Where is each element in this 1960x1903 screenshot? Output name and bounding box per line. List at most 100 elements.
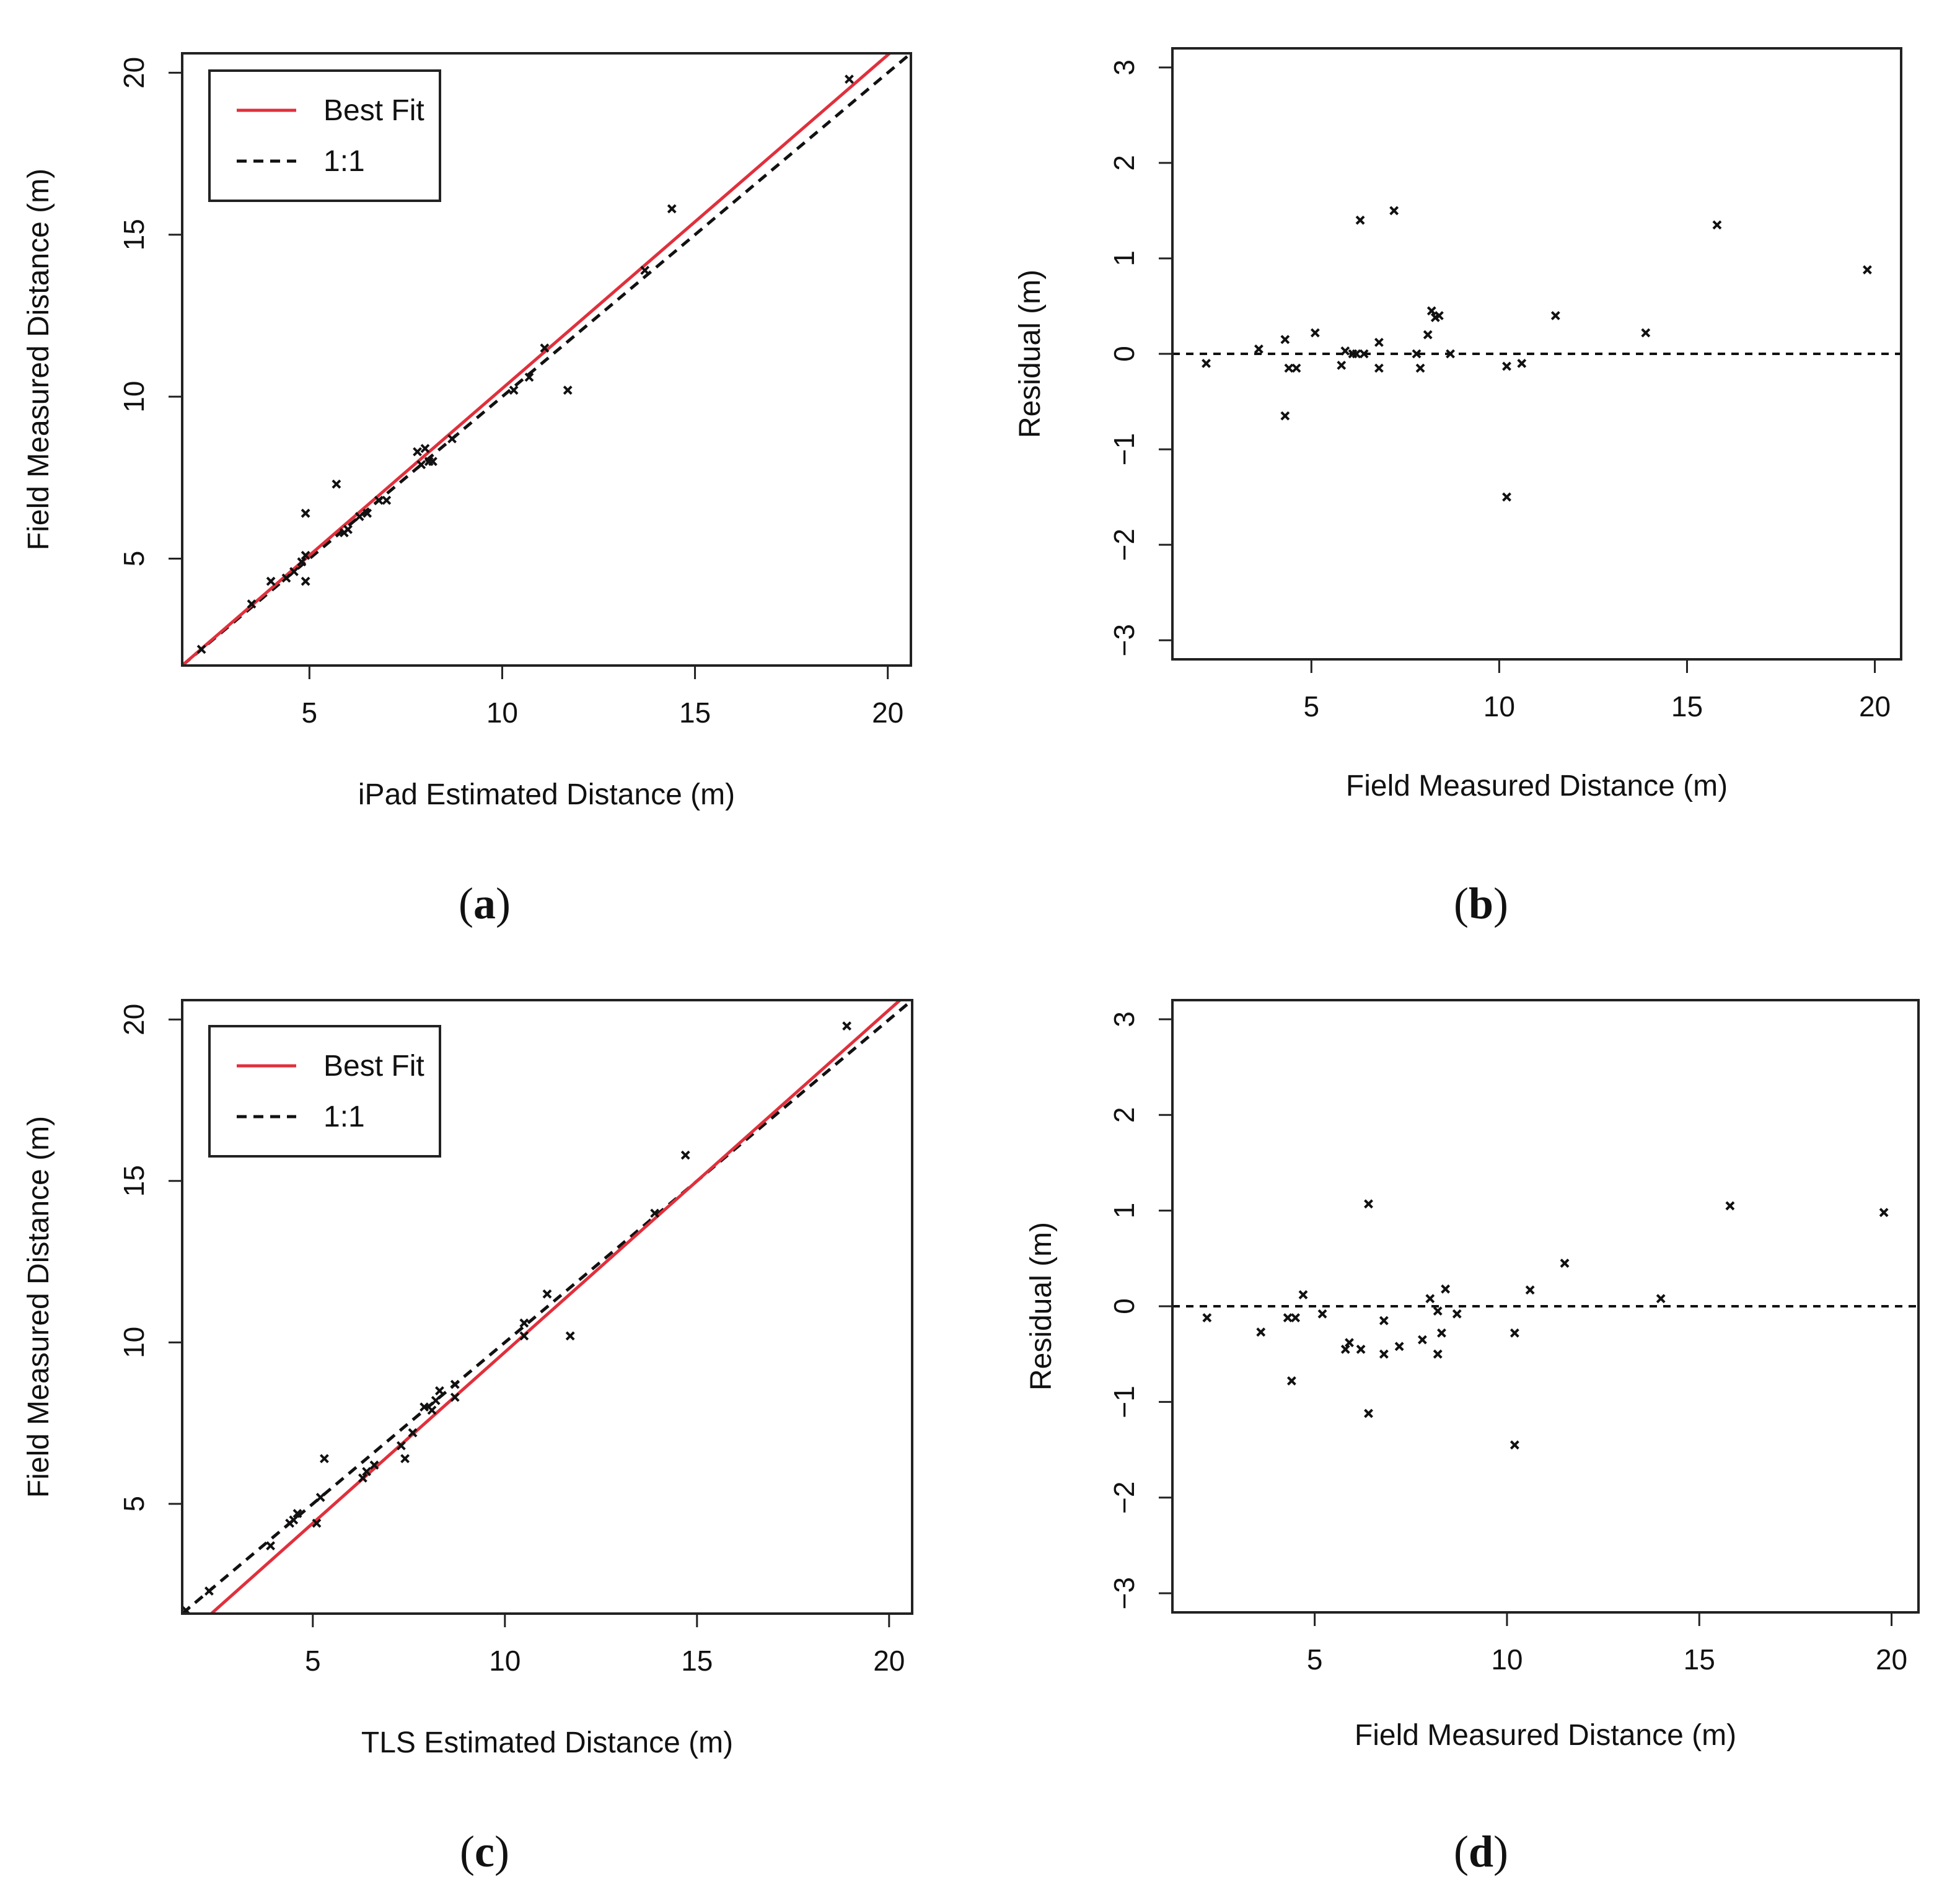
data-point-stroke: [1389, 206, 1399, 216]
data-point: [1291, 363, 1301, 373]
data-point-stroke: [1379, 1316, 1389, 1325]
data-point-stroke: [1641, 328, 1651, 338]
panel-label-open: (: [460, 1827, 475, 1876]
data-point-stroke: [1417, 1335, 1427, 1345]
data-point-stroke: [1434, 310, 1444, 320]
data-point: [434, 1386, 444, 1395]
data-point-stroke: [450, 1379, 460, 1389]
y-tick-label: 10: [118, 1327, 150, 1358]
data-point-stroke: [1310, 328, 1320, 338]
data-point: [1280, 411, 1290, 421]
data-point-stroke: [1425, 1294, 1435, 1304]
data-point-stroke: [1355, 215, 1365, 225]
data-point-stroke: [1725, 1201, 1735, 1211]
data-point: [382, 495, 392, 505]
data-point: [1434, 310, 1444, 320]
data-point: [1374, 338, 1384, 347]
data-point-stroke: [1433, 1349, 1443, 1359]
data-point-stroke: [266, 576, 276, 586]
best-fit-line: [209, 1000, 903, 1614]
data-point-stroke: [1284, 363, 1294, 373]
data-point-stroke: [1202, 358, 1211, 368]
y-tick-label: 2: [1108, 155, 1140, 171]
data-point: [1525, 1285, 1535, 1295]
data-point: [1337, 361, 1347, 370]
data-point: [301, 508, 310, 518]
data-point-stroke: [301, 550, 310, 560]
data-point-stroke: [447, 434, 457, 444]
plot-frame: [181, 52, 912, 667]
data-point: [1426, 306, 1436, 316]
y-tick-label: 0: [1108, 1298, 1140, 1314]
data-point-stroke: [312, 1518, 322, 1528]
data-point-stroke: [842, 1021, 852, 1031]
x-axis-title: TLS Estimated Distance (m): [361, 1726, 733, 1759]
panel-label-close: ): [1493, 1827, 1508, 1876]
x-tick-label: 10: [489, 1645, 521, 1677]
data-point-stroke: [1280, 335, 1290, 345]
data-point: [1641, 328, 1651, 338]
legend: Best Fit 1:1: [208, 1025, 441, 1158]
x-tick-label: 5: [302, 697, 318, 729]
x-tick-label: 5: [305, 1645, 321, 1677]
data-point: [1355, 215, 1365, 225]
legend-label: Best Fit: [323, 1050, 424, 1083]
points: [181, 1021, 852, 1615]
data-point: [1394, 1342, 1404, 1351]
panel-d: 5 10 15 20 −3 −2 −1 0 1 2 3 Field Measured Distance…: [1025, 999, 1920, 1876]
data-point: [1452, 1309, 1462, 1319]
data-point: [845, 74, 854, 84]
data-point: [315, 1493, 325, 1502]
data-point-stroke: [1446, 349, 1455, 359]
data-point-stroke: [289, 566, 299, 576]
data-point: [427, 1405, 437, 1415]
data-point: [247, 599, 257, 609]
data-point: [540, 343, 550, 353]
data-point: [289, 566, 299, 576]
data-point: [1656, 1294, 1666, 1304]
data-point-stroke: [1345, 1338, 1354, 1348]
data-point-stroke: [420, 1402, 429, 1412]
data-point: [428, 457, 437, 467]
one-to-one-line: [182, 1000, 912, 1614]
data-point-stroke: [1283, 1313, 1293, 1322]
points: [1202, 206, 1872, 502]
data-point: [374, 495, 384, 505]
data-point: [563, 385, 573, 395]
panel-label-open: (: [1454, 1827, 1469, 1876]
data-point: [450, 1392, 460, 1402]
y-tick-label: 20: [118, 1004, 150, 1035]
data-point-stroke: [1280, 411, 1290, 421]
data-point: [1291, 1313, 1301, 1322]
data-point: [1340, 1345, 1350, 1354]
data-point: [420, 444, 430, 454]
data-point-stroke: [1379, 1349, 1389, 1359]
y-axis-title: Residual (m): [1014, 270, 1047, 438]
data-point: [1298, 1290, 1308, 1299]
data-point: [1863, 265, 1872, 275]
y-axis-title: Field Measured Distance (m): [22, 1116, 55, 1498]
y-tick-label: −2: [1108, 529, 1140, 561]
data-point-stroke: [1525, 1285, 1535, 1295]
data-point-stroke: [1517, 358, 1527, 368]
data-point-stroke: [1291, 1313, 1301, 1322]
data-point: [1280, 335, 1290, 345]
panel-a: 5 10 15 20 5 10 15 20 iPad Estimated Distance (m…: [22, 52, 912, 928]
data-point: [1310, 328, 1320, 338]
data-point-stroke: [416, 460, 426, 470]
data-point-stroke: [343, 525, 353, 534]
data-point-stroke: [266, 1541, 276, 1550]
data-point-stroke: [354, 512, 364, 521]
panel-label-close: ): [1493, 879, 1508, 928]
data-point: [1345, 1338, 1354, 1348]
data-point: [1446, 349, 1455, 359]
data-point: [842, 1021, 852, 1031]
data-point-stroke: [297, 557, 307, 567]
data-point: [343, 525, 353, 534]
x-axis-title: Field Measured Distance (m): [1355, 1719, 1736, 1752]
data-point: [1417, 1335, 1427, 1345]
data-point-stroke: [1510, 1328, 1519, 1338]
data-point: [358, 1473, 367, 1483]
data-point-stroke: [1340, 346, 1350, 356]
data-point: [362, 1467, 372, 1477]
